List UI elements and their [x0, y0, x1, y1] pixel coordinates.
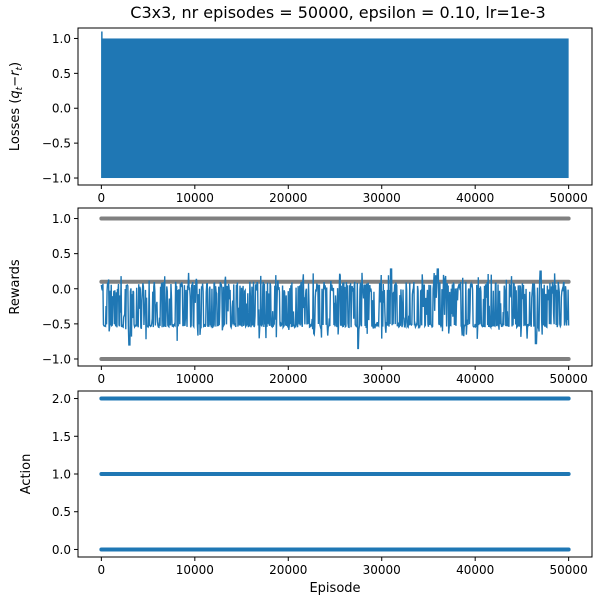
- rewards-x-tick-label: 10000: [176, 372, 214, 386]
- action-x-tick-label: 0: [98, 563, 106, 577]
- rewards-series-line: [100, 268, 570, 350]
- losses-y-label-r: r: [8, 69, 23, 76]
- losses-y-label-minus: −: [8, 76, 23, 87]
- losses-x-tick-label: 0: [98, 191, 106, 205]
- losses-x-tick-label: 20000: [269, 191, 307, 205]
- losses-plot-area: [101, 31, 569, 179]
- losses-y-tick-label: 0.5: [52, 67, 71, 81]
- rewards-y-tick-label: 0.0: [52, 282, 71, 296]
- losses-y-label-close: ): [8, 62, 23, 67]
- losses-x-ticks: 0 10000 20000 30000 40000 50000: [98, 185, 588, 205]
- rewards-x-tick-label: 30000: [363, 372, 401, 386]
- losses-x-tick-label: 40000: [456, 191, 494, 205]
- rewards-x-tick-label: 20000: [269, 372, 307, 386]
- rewards-plot-area: [99, 216, 571, 361]
- action-x-tick-label: 40000: [456, 563, 494, 577]
- losses-y-label-main: Losses (: [8, 99, 23, 152]
- losses-y-tick-label: −0.5: [42, 137, 71, 151]
- losses-series-band: [101, 38, 569, 179]
- action-x-tick-label: 30000: [363, 563, 401, 577]
- losses-x-tick-label: 30000: [363, 191, 401, 205]
- losses-y-tick-label: 1.0: [52, 32, 71, 46]
- losses-x-tick-label: 50000: [550, 191, 588, 205]
- action-y-label: Action: [19, 454, 34, 495]
- action-y-ticks: 0.0 0.5 1.0 1.5 2.0: [52, 392, 78, 557]
- rewards-y-tick-label: −1.0: [42, 352, 71, 366]
- action-y-tick-label: 1.0: [52, 468, 71, 482]
- rewards-y-tick-label: 1.0: [52, 212, 71, 226]
- chart-title: C3x3, nr episodes = 50000, epsilon = 0.1…: [130, 3, 545, 22]
- action-x-tick-label: 20000: [269, 563, 307, 577]
- rewards-x-ticks: 0 10000 20000 30000 40000 50000: [98, 366, 588, 386]
- rewards-panel: 0 10000 20000 30000 40000 50000 −1.0 −0.5 0.0 0.…: [8, 207, 593, 386]
- losses-panel: 0 10000 20000 30000 40000 50000 −1.0−0.50.00.…: [8, 27, 593, 205]
- losses-axes-frame: [77, 27, 593, 186]
- action-x-tick-label: 10000: [176, 563, 214, 577]
- rewards-x-tick-label: 50000: [550, 372, 588, 386]
- action-x-label: Episode: [309, 581, 360, 596]
- action-plot-area: [99, 396, 571, 552]
- rewards-y-ticks: −1.0 −0.5 0.0 0.5 1.0: [42, 212, 78, 366]
- losses-y-tick-label: 0.0: [52, 102, 71, 116]
- rewards-x-tick-label: 40000: [456, 372, 494, 386]
- action-x-ticks: 0 10000 20000 30000 40000 50000: [98, 557, 588, 577]
- rewards-y-tick-label: 0.5: [52, 247, 71, 261]
- rewards-y-label: Rewards: [8, 259, 23, 314]
- rewards-axes-frame: [77, 207, 593, 367]
- rewards-x-tick-label: 0: [98, 372, 106, 386]
- losses-x-tick-label: 10000: [176, 191, 214, 205]
- losses-y-label: Losses (qt−rt): [8, 62, 25, 151]
- rewards-y-tick-label: −0.5: [42, 317, 71, 331]
- action-y-tick-label: 0.0: [52, 543, 71, 557]
- losses-y-label-q: q: [8, 90, 23, 98]
- losses-y-tick-label: −1.0: [42, 172, 71, 186]
- action-x-tick-label: 50000: [550, 563, 588, 577]
- action-y-tick-label: 0.5: [52, 505, 71, 519]
- losses-y-ticks: −1.0 −0.5 0.0 0.5 1.0: [42, 32, 78, 186]
- action-y-tick-label: 1.5: [52, 430, 71, 444]
- action-y-tick-label: 2.0: [52, 392, 71, 406]
- losses-y-label-sub-t2: t: [15, 67, 25, 71]
- losses-y-label-sub-t: t: [15, 86, 25, 90]
- action-panel: 0 10000 20000 30000 40000 50000 0.0 0.5 1.0 1.5 2…: [19, 390, 593, 596]
